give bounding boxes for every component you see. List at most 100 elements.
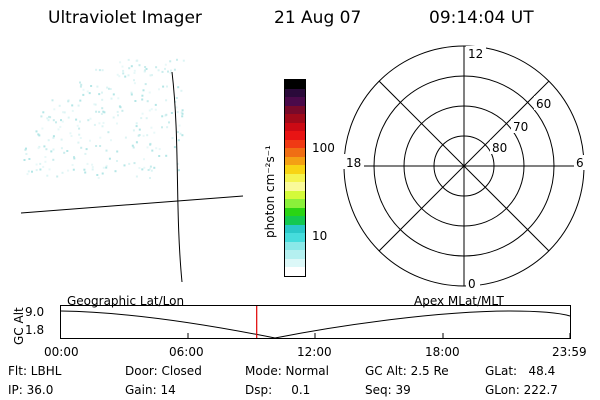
speckle <box>141 94 144 97</box>
glon-info: GLon: 222.7 <box>485 383 558 397</box>
colorbar-band <box>285 267 305 276</box>
mlt-label-18: 18 <box>346 156 361 170</box>
speckle <box>121 65 124 68</box>
speckle <box>130 93 133 96</box>
speckle <box>117 97 120 100</box>
speckle <box>101 107 104 110</box>
speckle <box>118 105 121 108</box>
speckle <box>176 58 178 61</box>
speckle <box>176 162 179 165</box>
speckle <box>130 91 133 94</box>
speckle <box>147 169 150 171</box>
speckle <box>73 156 75 158</box>
dsp-info: Dsp: 0.1 <box>245 383 311 397</box>
timeline-ymin: 1.8 <box>25 323 45 337</box>
timeline-tick-2359: 23:59 <box>552 345 587 359</box>
timeline-tick-0000: 00:00 <box>44 345 79 359</box>
colorbar-band <box>285 216 305 225</box>
speckle <box>35 169 38 172</box>
speckle <box>177 139 180 142</box>
speckle <box>101 69 104 72</box>
speckle <box>141 112 144 115</box>
colorbar-tick-100: 100 <box>312 141 335 155</box>
speckle <box>67 100 70 103</box>
filter-info: Flt: LBHL <box>8 364 62 378</box>
speckle <box>177 86 180 89</box>
speckle <box>142 89 145 92</box>
speckle <box>168 121 170 124</box>
speckle <box>96 174 99 176</box>
speckle <box>61 120 64 123</box>
timeline-tick-0600: 06:00 <box>169 345 204 359</box>
speckle <box>141 168 144 171</box>
speckle <box>47 119 50 122</box>
speckle <box>77 104 80 107</box>
speckle <box>98 122 101 125</box>
speckle <box>48 115 51 118</box>
speckle <box>28 158 31 160</box>
speckle <box>176 111 179 114</box>
speckle <box>116 150 119 153</box>
speckle <box>87 119 90 122</box>
speckle <box>69 132 72 135</box>
altitude-timeline-plot <box>60 305 571 339</box>
speckle <box>71 104 74 107</box>
speckle <box>148 109 151 112</box>
speckle <box>143 158 145 161</box>
speckle <box>144 66 147 68</box>
speckle <box>55 121 57 124</box>
speckle <box>98 110 101 113</box>
speckle <box>71 164 74 166</box>
speckle <box>39 162 42 165</box>
speckle <box>35 163 38 166</box>
speckle <box>140 117 143 120</box>
speckle <box>146 146 149 149</box>
speckle <box>170 112 173 114</box>
speckle <box>124 136 127 139</box>
speckle <box>133 82 136 85</box>
speckle <box>141 98 144 101</box>
speckle <box>105 164 108 167</box>
speckle <box>80 83 83 86</box>
speckle <box>39 168 42 171</box>
speckle <box>31 170 33 173</box>
speckle <box>106 86 109 89</box>
speckle <box>84 171 87 174</box>
speckle <box>173 68 176 71</box>
seq-info: Seq: 39 <box>365 383 411 397</box>
speckle <box>89 117 92 120</box>
speckle <box>52 158 55 161</box>
geographic-image-panel <box>20 58 244 283</box>
speckle <box>177 169 180 172</box>
speckle <box>63 111 66 114</box>
speckle <box>175 106 178 109</box>
speckle <box>161 115 164 118</box>
speckle <box>108 87 110 90</box>
speckle <box>52 148 55 151</box>
speckle <box>91 168 94 171</box>
speckle <box>52 119 55 122</box>
speckle <box>82 93 85 96</box>
speckle <box>151 74 153 77</box>
speckle <box>61 171 64 174</box>
speckle <box>166 126 169 129</box>
speckle <box>103 111 106 114</box>
speckle <box>67 116 70 119</box>
speckle <box>58 104 61 107</box>
speckle <box>98 93 101 96</box>
timeline-tick-1200: 12:00 <box>297 345 332 359</box>
speckle <box>181 109 184 112</box>
geo-longitude-line <box>171 71 183 283</box>
speckle <box>79 85 82 88</box>
speckle <box>42 111 45 114</box>
speckle <box>165 154 168 157</box>
speckle <box>149 165 152 168</box>
speckle <box>130 65 133 68</box>
speckle <box>37 133 40 136</box>
mode-info: Mode: Normal <box>245 364 329 378</box>
speckle <box>170 69 172 72</box>
speckle <box>174 100 177 103</box>
colorbar-band <box>285 182 305 191</box>
speckle <box>60 119 62 122</box>
speckle <box>42 165 45 168</box>
